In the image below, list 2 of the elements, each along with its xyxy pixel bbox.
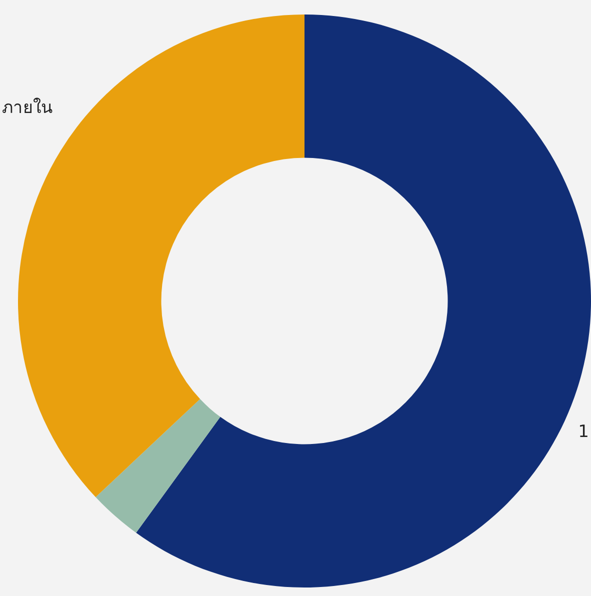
slice-label: 1 [578,422,589,442]
slice-label: ภายใน [2,96,53,118]
